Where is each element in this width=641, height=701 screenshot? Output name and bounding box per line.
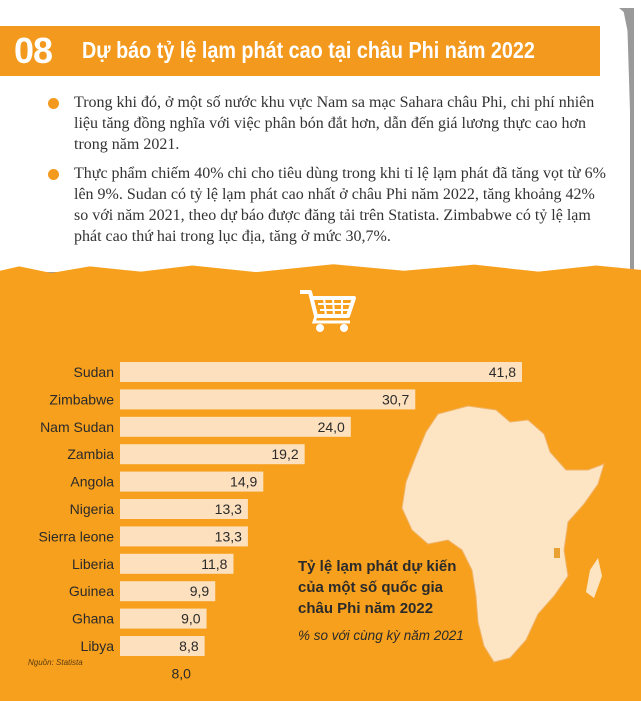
bar-sudan [120, 362, 522, 382]
value-label: 19,2 [271, 446, 298, 462]
bullet-list: Trong khi đó, ở một số nước khu vực Nam … [48, 92, 608, 255]
value-label: 13,3 [215, 501, 242, 517]
chart-legend-title: Tỷ lệ lạm phát dự kiến của một số quốc g… [298, 556, 518, 619]
bar-liberia [120, 553, 234, 574]
value-label: 9,0 [181, 611, 201, 627]
value-label: 8,8 [179, 638, 199, 654]
value-label: 30,7 [382, 391, 409, 407]
value-label: 13,3 [215, 528, 242, 544]
africa-map-icon [401, 405, 605, 663]
bullet-text: Trong khi đó, ở một số nước khu vực Nam … [74, 94, 595, 153]
category-label: Sudan [74, 364, 114, 380]
category-label: Liberia [72, 556, 114, 572]
value-label: 8,0 [171, 665, 191, 681]
bullet-text: Thực phẩm chiếm 40% chi cho tiêu dùng tr… [74, 165, 606, 245]
category-label: Sierra leone [39, 528, 115, 544]
legend-title-line: của một số quốc gia [298, 579, 444, 596]
category-label: Zimbabwe [49, 391, 114, 407]
category-label: Zambia [67, 446, 114, 462]
bullet-item: Trong khi đó, ở một số nước khu vực Nam … [48, 92, 608, 155]
shopping-cart-icon [300, 290, 356, 332]
bullet-item: Thực phẩm chiếm 40% chi cho tiêu dùng tr… [48, 163, 608, 247]
page-title: Dự báo tỷ lệ lạm phát cao tại châu Phi n… [82, 37, 535, 63]
chart-subtitle: % so với cùng kỳ năm 2021 [298, 628, 464, 643]
legend-title-line: châu Phi năm 2022 [298, 600, 434, 617]
source-note: Nguồn: Statista [28, 658, 83, 667]
bar-guinea [120, 581, 216, 602]
value-label: 14,9 [230, 474, 257, 490]
bullet-dot-icon [48, 98, 59, 109]
category-label: Nigeria [70, 501, 115, 517]
value-label: 41,8 [489, 364, 516, 380]
value-label: 24,0 [318, 419, 345, 435]
section-number: 08 [14, 30, 53, 71]
value-label: 11,8 [201, 556, 227, 572]
legend-title-line: Tỷ lệ lạm phát dự kiến [298, 558, 457, 575]
category-label: Angola [70, 474, 114, 490]
category-label: Libya [81, 638, 115, 654]
bar-angola [120, 471, 264, 492]
value-label: 9,9 [190, 583, 210, 599]
header-bar [0, 26, 600, 76]
bar-nigeria [120, 499, 248, 519]
bullet-dot-icon [48, 169, 59, 180]
category-label: Ghana [72, 611, 114, 627]
bar-ghana [120, 608, 207, 629]
bar-nam-sudan [120, 416, 351, 437]
bar-libya [120, 636, 205, 656]
bar-zimbabwe [120, 389, 416, 410]
category-label: Guinea [69, 583, 114, 599]
bar-sierra-leone [120, 526, 248, 547]
category-label: Nam Sudan [40, 419, 114, 435]
bar-zambia [120, 444, 305, 465]
